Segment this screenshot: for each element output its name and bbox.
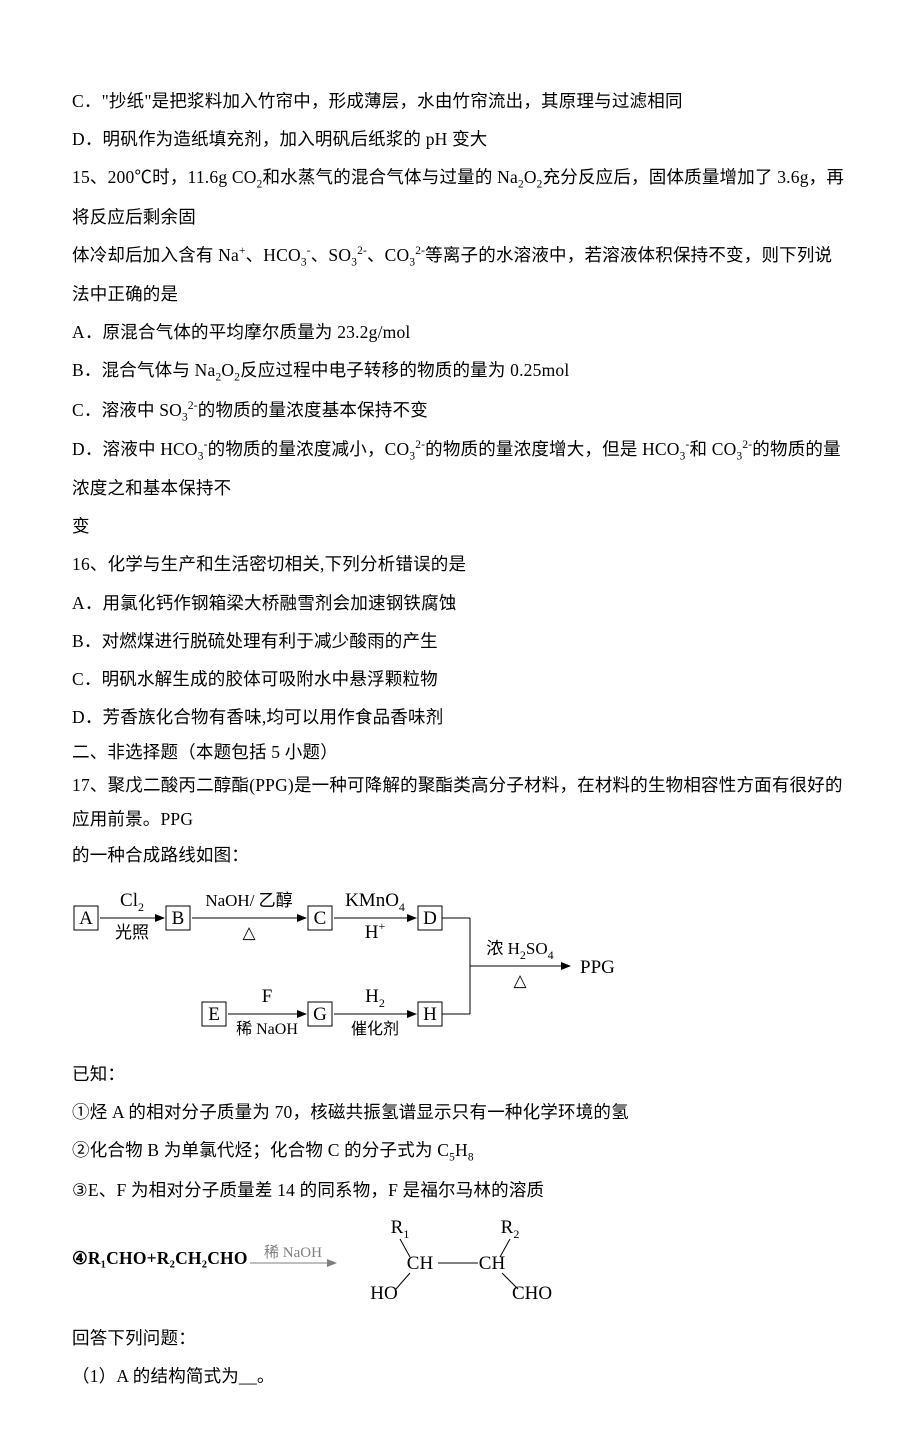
text: O [524,167,537,187]
sub3: 3 [198,450,204,462]
sub-question-1: （1）A 的结构简式为__。 [72,1357,848,1395]
known4-product: R1 R2 CH CH HO CHO [352,1217,572,1301]
svg-text:R2: R2 [500,1217,519,1241]
sub3: 3 [182,411,188,423]
text: C．溶液中 SO [72,400,182,420]
known-3: ③E、F 为相对分子质量差 14 的同系物，F 是福尔马林的溶质 [72,1171,848,1209]
synthesis-route-diagram: A Cl2 光照 B NaOH/ 乙醇 △ C KMnO4 H+ D E F 稀… [72,882,848,1047]
label-cd-top: KMnO4 [345,890,405,914]
option-16b: B．对燃煤进行脱硫处理有利于减少酸雨的产生 [72,622,848,660]
text: 15、200℃时，11.6g CO [72,167,257,187]
label-eg-bot: 稀 NaOH [236,1020,298,1038]
svg-text:CH: CH [478,1253,505,1274]
option-14c: C．"抄纸"是把浆料加入竹帘中，形成薄层，水由竹帘流出，其原理与过滤相同 [72,82,848,120]
svg-text:CH: CH [406,1253,433,1274]
label-gh-top: H2 [365,986,385,1010]
svg-text:CHO: CHO [512,1283,552,1301]
option-16c: C．明矾水解生成的胶体可吸附水中悬浮颗粒物 [72,660,848,698]
node-ppg: PPG [580,957,615,978]
option-15c: C．溶液中 SO32-的物质的量浓度基本保持不变 [72,391,848,430]
node-c: C [308,906,332,930]
node-e: E [202,1002,226,1026]
node-a: A [74,906,98,930]
sup-2minus: 2- [415,439,425,451]
lhs-text: ④R₁CHO+R₂CH₂CHO [72,1248,248,1268]
sup-plus: + [239,245,246,257]
label-cd-bot: H+ [365,919,386,943]
option-15b: B．混合气体与 Na2O2反应过程中电子转移的物质的量为 0.25mol [72,351,848,390]
option-15d-line1: D．溶液中 HCO3-的物质的量浓度减小，CO32-的物质的量浓度增大，但是 H… [72,430,848,507]
sub3: 3 [737,450,743,462]
q15-stem-line2: 体冷却后加入含有 Na+、HCO3-、SO32-、CO32-等离子的水溶液中，若… [72,236,848,313]
text: 的物质的量浓度减小，CO [208,439,410,459]
svg-text:C: C [314,908,327,929]
option-15d-line2: 变 [72,507,848,545]
section-2-heading: 二、非选择题（本题包括 5 小题） [72,736,848,769]
sup-2minus: 2- [415,245,425,257]
q15-stem-line1: 15、200℃时，11.6g CO2和水蒸气的混合气体与过量的 Na2O2充分反… [72,158,848,235]
known4-lhs: ④R₁CHO+R₂CH₂CHO [72,1250,248,1268]
option-16d: D．芳香族化合物有香味,均可以用作食品香味剂 [72,698,848,736]
svg-text:H: H [423,1004,437,1025]
answer-prompt: 回答下列问题： [72,1319,848,1357]
sub3: 3 [409,450,415,462]
node-g: G [308,1002,332,1026]
text: 和水蒸气的混合气体与过量的 Na [262,167,517,187]
q17-stem-line1: 17、聚戊二酸丙二醇酯(PPG)是一种可降解的聚酯类高分子材料，在材料的生物相容… [72,769,848,836]
text: 、SO [311,245,351,265]
label-ab-top: Cl2 [120,890,144,914]
text: ②化合物 B 为单氯代烃；化合物 C 的分子式为 C [72,1140,449,1160]
sup-2minus: 2- [742,439,752,451]
label-ppg-top: 浓 H2SO4 [486,939,553,962]
known4-arrow: 稀 NaOH [248,1244,344,1274]
svg-text:R1: R1 [390,1217,409,1241]
known-heading: 已知： [72,1055,848,1093]
text: 和 CO [690,439,737,459]
sup-2minus: 2- [188,400,198,412]
node-h: H [418,1002,442,1026]
node-b: B [166,906,190,930]
arrow-reagent: 稀 NaOH [264,1244,322,1261]
sub8: 8 [468,1152,474,1164]
q16-stem: 16、化学与生产和生活密切相关,下列分析错误的是 [72,545,848,583]
svg-text:HO: HO [370,1283,397,1301]
label-bc-bot: △ [242,923,256,942]
q17-stem-line2: 的一种合成路线如图： [72,836,848,874]
option-14d: D．明矾作为造纸填充剂，加入明矾后纸浆的 pH 变大 [72,120,848,158]
sub3: 3 [409,256,415,268]
node-d: D [418,906,442,930]
known-4: ④R₁CHO+R₂CH₂CHO 稀 NaOH R1 R2 CH CH HO CH… [72,1217,848,1301]
text: 反应过程中电子转移的物质的量为 0.25mol [240,360,569,380]
text: B．混合气体与 Na [72,360,215,380]
svg-text:A: A [79,908,93,929]
text: 的物质的量浓度基本保持不变 [198,400,428,420]
label-ppg-bot: △ [513,971,527,990]
option-16a: A．用氯化钙作钢箱梁大桥融雪剂会加速钢铁腐蚀 [72,584,848,622]
sub3: 3 [301,256,307,268]
label-ab-bot: 光照 [115,923,149,942]
known-2: ②化合物 B 为单氯代烃；化合物 C 的分子式为 C5H8 [72,1131,848,1170]
text: 、HCO [246,245,301,265]
text: D．溶液中 HCO [72,439,198,459]
label-eg-top: F [262,986,273,1007]
svg-text:D: D [423,908,437,929]
text: 体冷却后加入含有 Na [72,245,239,265]
option-15a: A．原混合气体的平均摩尔质量为 23.2g/mol [72,313,848,351]
text: 、CO [367,245,409,265]
svg-text:G: G [313,1004,327,1025]
label-bc-top: NaOH/ 乙醇 [205,891,292,910]
svg-text:E: E [208,1004,220,1025]
known-1: ①烃 A 的相对分子质量为 70，核磁共振氢谱显示只有一种化学环境的氢 [72,1093,848,1131]
route-svg: A Cl2 光照 B NaOH/ 乙醇 △ C KMnO4 H+ D E F 稀… [72,882,632,1047]
sup-2minus: 2- [357,245,367,257]
text: 的物质的量浓度增大，但是 HCO [425,439,680,459]
svg-text:B: B [172,908,185,929]
label-gh-bot: 催化剂 [351,1020,399,1038]
sub3: 3 [680,450,686,462]
sub3: 3 [351,256,357,268]
text: H [455,1140,468,1160]
text: O [221,360,234,380]
